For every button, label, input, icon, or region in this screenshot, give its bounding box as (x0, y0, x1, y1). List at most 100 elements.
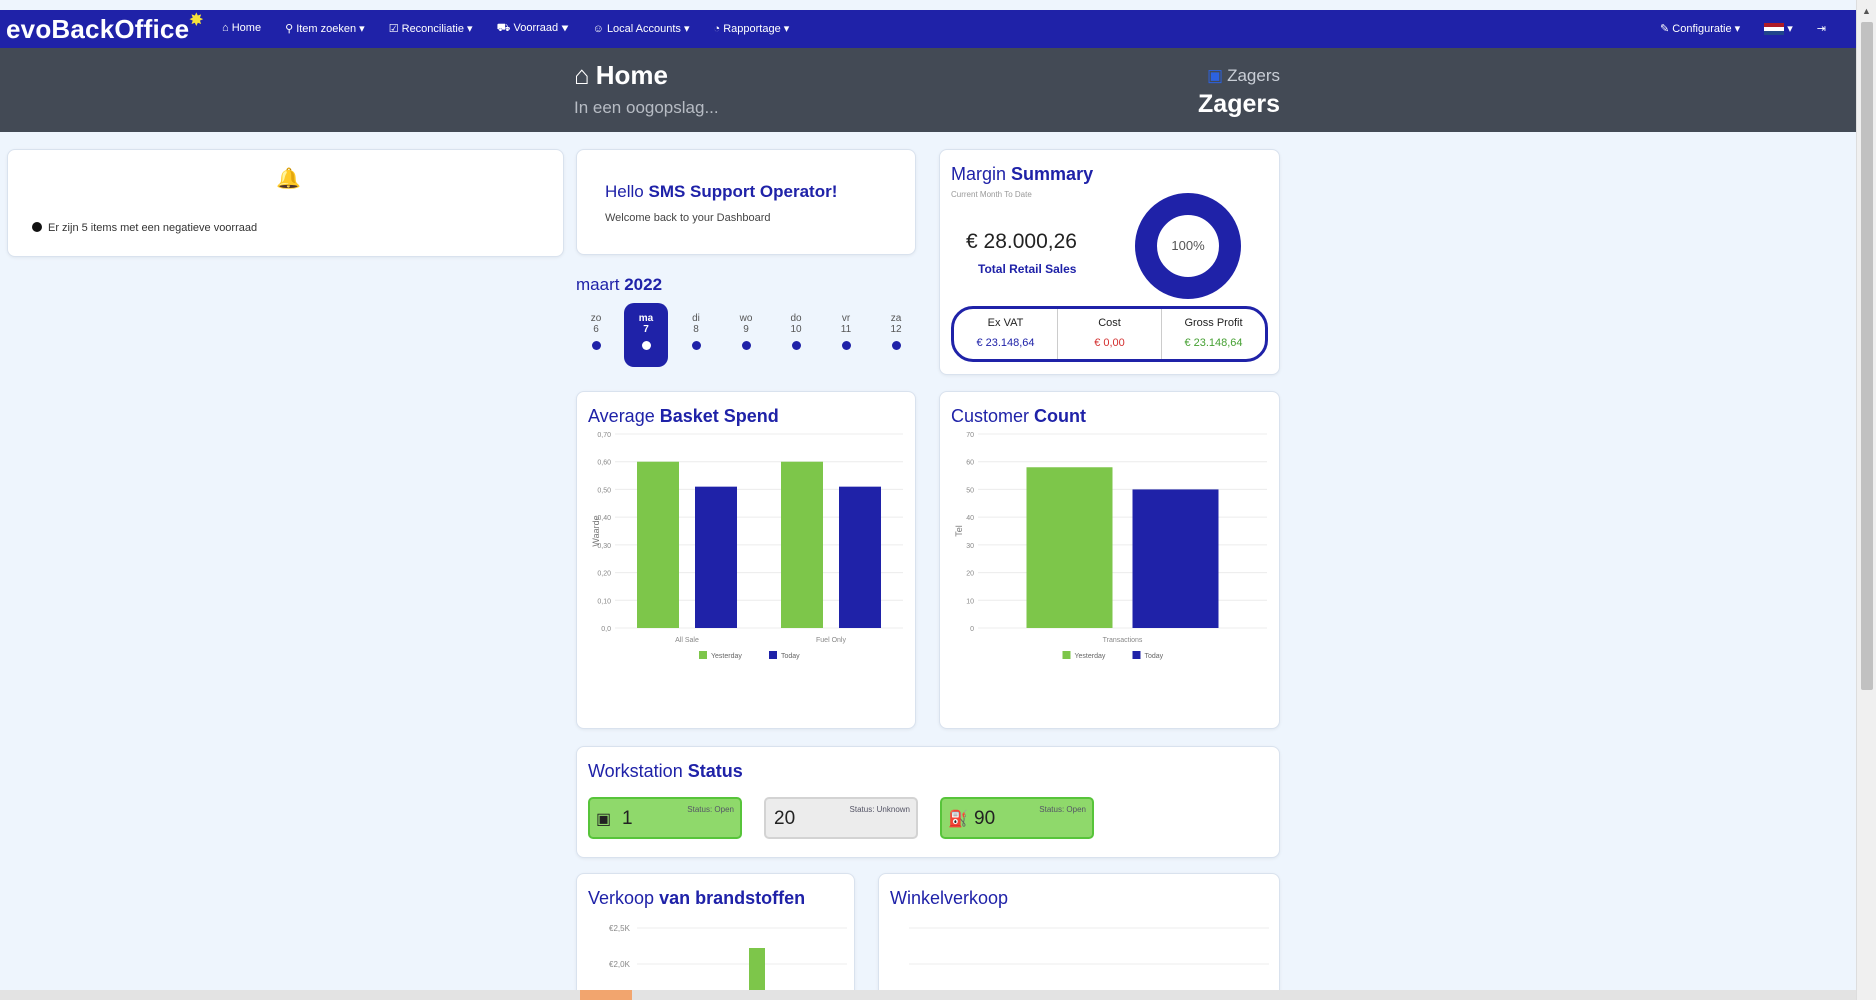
margin-col: Gross Profit € 23.148,64 (1162, 309, 1265, 359)
y-tick-label: 30 (966, 543, 974, 550)
info-icon (32, 222, 42, 232)
nav-right: ✎ Configuratie ▾ ▾ ⇥ (1660, 22, 1826, 36)
home-icon: ⌂ (574, 60, 590, 90)
nav-rapportage[interactable]: ◔ Rapportage ▾ (713, 23, 790, 35)
x-tick-label: Transactions (1103, 637, 1143, 644)
language-selector[interactable]: ▾ (1764, 22, 1793, 36)
workstation-tiles: ▣ 1 Status: Open 20 Status: Unknown ⛽ 90 Status… (588, 797, 1094, 839)
nav-local-accounts[interactable]: ☺ Local Accounts ▾ (592, 23, 690, 35)
day-number: 7 (643, 324, 649, 335)
y-tick-label: 0,40 (597, 515, 611, 522)
scroll-up-icon[interactable]: ▲ (1862, 6, 1871, 16)
margin-breakdown: Ex VAT € 23.148,64 Cost € 0,00 Gross Profit €… (951, 306, 1268, 362)
y-tick-label: 0 (970, 626, 974, 633)
workstation-tile[interactable]: ⛽ 90 Status: Open (940, 797, 1094, 839)
y-tick-label: 20 (966, 571, 974, 578)
cart-icon: ⛟ (496, 22, 511, 34)
nav-item-zoeken[interactable]: ⚲ Item zoeken ▾ (285, 23, 365, 35)
calendar-day[interactable]: wo 9 (724, 303, 768, 367)
day-number: 10 (790, 324, 802, 335)
calendar-day[interactable]: za 12 (874, 303, 918, 367)
y-tick-label: 60 (966, 460, 974, 467)
legend-swatch (699, 651, 707, 659)
basket-chart: 0,0 0,10 0,20 0,30 0,40 0,50 0,60 0,70 Waarde All… (591, 432, 903, 660)
total-retail-label: Total Retail Sales (978, 262, 1077, 276)
margin-col-label: Gross Profit (1184, 317, 1243, 329)
calendar-month: maart 2022 (576, 275, 663, 294)
day-name: wo (739, 313, 753, 324)
logout-icon[interactable]: ⇥ (1816, 23, 1826, 36)
bottom-highlight (580, 990, 632, 1000)
day-name: zo (590, 313, 602, 324)
negative-stock-notice[interactable]: Er zijn 5 items met een negatieve voorra… (32, 222, 257, 234)
nav-reconciliatie[interactable]: ☑ Reconciliatie ▾ (388, 23, 473, 35)
y-tick-label: 0,50 (597, 487, 611, 494)
y-axis-label: Tel (954, 525, 964, 537)
workstation-status: Status: Open (687, 805, 734, 814)
nav-configuratie[interactable]: ✎ Configuratie ▾ (1660, 23, 1741, 36)
calendar-day[interactable]: vr 11 (824, 303, 868, 367)
legend-swatch (769, 651, 777, 659)
y-tick-label: 70 (966, 432, 974, 439)
workstation-tile[interactable]: 20 Status: Unknown (764, 797, 918, 839)
y-tick-label: 40 (966, 515, 974, 522)
margin-col: Cost € 0,00 (1058, 309, 1162, 359)
bar-yesterday (1026, 467, 1113, 628)
legend-swatch (1062, 651, 1071, 659)
scroll-thumb[interactable] (1861, 22, 1873, 690)
horizontal-scrollbar[interactable] (0, 990, 1856, 1000)
y-tick-label: 10 (966, 598, 974, 605)
store-selector[interactable]: ▣ Zagers (1207, 66, 1280, 85)
day-name: ma (638, 313, 654, 324)
legend-label: Yesterday (1075, 653, 1106, 660)
day-dot (791, 341, 801, 350)
vertical-scrollbar[interactable]: ▲ (1856, 0, 1876, 1000)
margin-period: Current Month To Date (951, 190, 1032, 199)
margin-col-value: € 23.148,64 (1184, 337, 1243, 349)
page-title: ⌂ Home (574, 60, 668, 90)
average-basket-card: Average Basket Spend 0,0 0,10 0,20 0,30 0,40… (576, 391, 916, 729)
day-name: za (890, 313, 902, 324)
workstation-number: 90 (974, 808, 996, 829)
welcome-card: Hello SMS Support Operator! Welcome back… (576, 149, 916, 255)
day-dot (691, 341, 701, 350)
workstation-status-card: Workstation Status ▣ 1 Status: Open 20 Statu… (576, 746, 1280, 858)
page-header (0, 48, 1856, 132)
donut-label: 100% (1171, 238, 1205, 253)
x-tick-label: Fuel Only (816, 637, 846, 644)
users-icon: ☺ (592, 23, 604, 35)
calendar-day[interactable]: zo 6 (574, 303, 618, 367)
y-tick-label: 0,30 (597, 543, 611, 550)
calendar-days: zo 6 ma 7 di 8 wo 9 do 10 vr 11 za 12 (576, 303, 916, 369)
margin-title: Margin Summary (951, 164, 1094, 184)
calendar-day[interactable]: do 10 (774, 303, 818, 367)
legend-label: Today (1145, 653, 1164, 660)
y-tick-label: 0,20 (597, 571, 611, 578)
store-name: Zagers (1198, 90, 1280, 118)
y-tick-label: 50 (966, 487, 974, 494)
margin-donut-chart: 100% (1135, 193, 1241, 299)
workstation-number: 1 (622, 808, 633, 829)
margin-summary-card: Margin Summary Current Month To Date € 2… (939, 149, 1280, 375)
shop-title: Winkelverkoop (890, 888, 1009, 908)
wrench-icon: ✎ (1660, 23, 1670, 36)
workstation-tile[interactable]: ▣ 1 Status: Open (588, 797, 742, 839)
day-dot (641, 341, 651, 350)
workstation-number: 20 (774, 808, 796, 829)
brand-logo[interactable]: evoBackOffice ✸ (6, 12, 203, 45)
calendar-day[interactable]: di 8 (674, 303, 718, 367)
calendar-day[interactable]: ma 7 (624, 303, 668, 367)
margin-col-value: € 0,00 (1094, 337, 1125, 349)
welcome-title: Hello SMS Support Operator! (605, 182, 838, 201)
day-number: 6 (593, 324, 599, 335)
donut-arc (1135, 193, 1241, 299)
bar-today (1132, 489, 1219, 628)
day-number: 11 (840, 324, 852, 335)
day-name: do (790, 313, 802, 324)
day-dot (741, 341, 751, 350)
brand-name: evoBackOffice (6, 14, 190, 44)
nav-voorraad[interactable]: ⛟ Voorraad ▾ (496, 22, 569, 34)
nav-home[interactable]: ⌂ Home (222, 22, 262, 34)
day-name: di (692, 313, 700, 324)
y-tick-label: 0,10 (597, 598, 611, 605)
